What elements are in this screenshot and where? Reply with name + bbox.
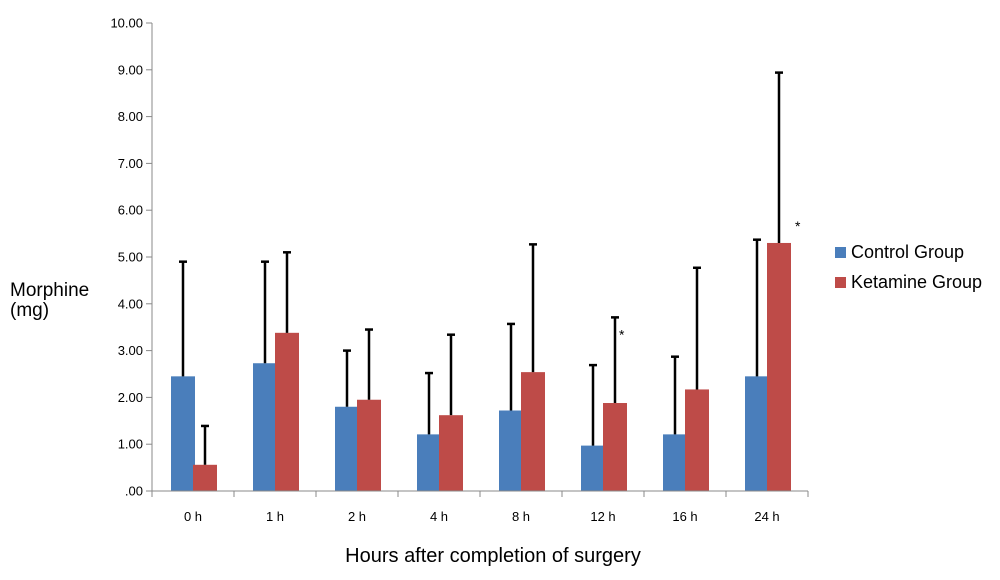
- bar-control-group-2-h: [335, 406, 359, 491]
- y-axis-title-line1: Morphine: [10, 280, 89, 301]
- y-axis-title-line2: (mg): [10, 300, 49, 321]
- legend-label-control-group: Control Group: [851, 242, 964, 262]
- axes-layer: [151, 23, 808, 492]
- x-tick-label: 24 h: [754, 509, 779, 524]
- legend-label-ketamine-group: Ketamine Group: [851, 272, 982, 292]
- bar-control-group-12-h: [581, 445, 605, 491]
- bar-ketamine-group-24-h: [767, 242, 791, 491]
- significance-layer: **: [619, 218, 801, 342]
- x-tick-label: 1 h: [266, 509, 284, 524]
- bars-layer: [171, 242, 791, 491]
- x-axis-title: Hours after completion of surgery: [345, 545, 641, 567]
- x-tick-label: 4 h: [430, 509, 448, 524]
- bar-control-group-0-h: [171, 376, 195, 491]
- significance-marker-24-h: *: [795, 218, 801, 234]
- bar-control-group-24-h: [745, 376, 769, 491]
- error-bars-layer: [179, 71, 783, 465]
- y-tick-label: 9.00: [118, 62, 143, 77]
- bar-ketamine-group-4-h: [439, 415, 463, 491]
- x-axis-ticks: 0 h 1 h 2 h 4 h 8 h 12 h 16 h 24 h: [151, 491, 809, 524]
- x-tick-label: 12 h: [590, 509, 615, 524]
- y-tick-label: 2.00: [118, 390, 143, 405]
- y-tick-label: 3.00: [118, 343, 143, 358]
- legend: Control Group Ketamine Group: [835, 242, 982, 292]
- y-tick-label: 10.00: [110, 16, 143, 31]
- significance-marker-12-h: *: [619, 326, 625, 342]
- bar-ketamine-group-16-h: [685, 389, 709, 491]
- y-tick-label: 5.00: [118, 250, 143, 265]
- x-tick-label: 2 h: [348, 509, 366, 524]
- y-tick-label: 6.00: [118, 203, 143, 218]
- y-tick-label: 1.00: [118, 437, 143, 452]
- legend-swatch-ketamine-group: [835, 277, 846, 288]
- y-tick-label: .00: [125, 484, 143, 499]
- bar-control-group-8-h: [499, 410, 523, 491]
- y-tick-label: 7.00: [118, 156, 143, 171]
- bar-control-group-4-h: [417, 434, 441, 491]
- y-axis-ticks: .00 1.00 2.00 3.00 4.00 5.00 6.00 7.00 8.00 9.00 1…: [110, 16, 152, 499]
- bar-ketamine-group-12-h: [603, 403, 627, 491]
- y-tick-label: 4.00: [118, 296, 143, 311]
- x-tick-label: 0 h: [184, 509, 202, 524]
- y-tick-label: 8.00: [118, 109, 143, 124]
- bar-ketamine-group-8-h: [521, 372, 545, 491]
- legend-swatch-control-group: [835, 247, 846, 258]
- x-tick-label: 16 h: [672, 509, 697, 524]
- bar-ketamine-group-2-h: [357, 399, 381, 491]
- bar-ketamine-group-1-h: [275, 332, 299, 491]
- bar-ketamine-group-0-h: [193, 464, 217, 491]
- bar-control-group-1-h: [253, 363, 277, 491]
- bar-control-group-16-h: [663, 434, 687, 491]
- x-tick-label: 8 h: [512, 509, 530, 524]
